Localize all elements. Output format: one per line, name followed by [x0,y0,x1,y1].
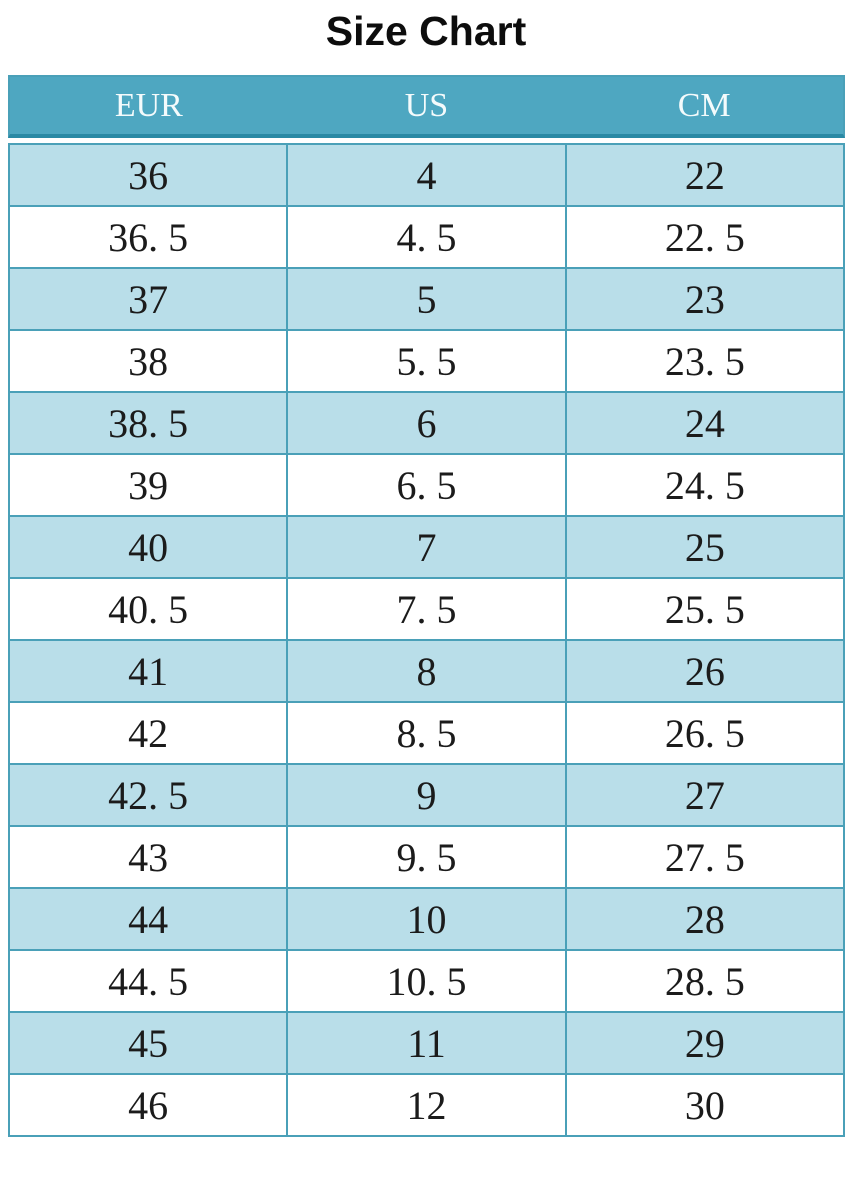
table-row: 43 9. 5 27. 5 [7,825,846,889]
table-cell-us: 5 [286,267,567,331]
table-cell-us: 9 [286,763,567,827]
table-cell-cm: 22. 5 [564,205,846,269]
table-row: 41 8 26 [7,639,846,703]
size-table-body: 36 4 22 36. 5 4. 5 22. 5 37 5 23 38 5. 5… [7,143,846,1137]
table-row: 40. 5 7. 5 25. 5 [7,577,846,641]
table-cell-eur: 36 [7,143,289,207]
table-cell-us: 5. 5 [286,329,567,393]
table-cell-cm: 23. 5 [564,329,846,393]
table-cell-cm: 30 [564,1073,846,1137]
table-cell-eur: 44. 5 [7,949,289,1013]
table-cell-eur: 36. 5 [7,205,289,269]
table-row: 38 5. 5 23. 5 [7,329,846,393]
table-cell-eur: 41 [7,639,289,703]
table-row: 39 6. 5 24. 5 [7,453,846,517]
table-row: 42. 5 9 27 [7,763,846,827]
table-cell-us: 4. 5 [286,205,567,269]
table-cell-eur: 42 [7,701,289,765]
table-row: 44 10 28 [7,887,846,951]
table-header-row: EUR US CM [8,75,845,138]
table-cell-us: 9. 5 [286,825,567,889]
page-title: Size Chart [325,8,527,54]
column-header-eur: EUR [114,86,183,124]
table-cell-eur: 42. 5 [7,763,289,827]
table-cell-cm: 26 [564,639,846,703]
table-cell-us: 7. 5 [286,577,567,641]
table-row: 44. 5 10. 5 28. 5 [7,949,846,1013]
table-cell-us: 4 [286,143,567,207]
table-cell-cm: 27 [564,763,846,827]
table-row: 40 7 25 [7,515,846,579]
table-cell-us: 8. 5 [286,701,567,765]
table-cell-us: 7 [286,515,567,579]
table-cell-eur: 46 [7,1073,289,1137]
table-row: 46 12 30 [7,1073,846,1137]
table-cell-us: 10. 5 [286,949,567,1013]
table-cell-us: 6. 5 [286,453,567,517]
table-cell-us: 10 [286,887,567,951]
table-cell-eur: 45 [7,1011,289,1075]
column-header-us: US [404,86,449,124]
table-cell-cm: 25 [564,515,846,579]
table-cell-us: 8 [286,639,567,703]
table-cell-us: 6 [286,391,567,455]
table-cell-eur: 38. 5 [7,391,289,455]
table-row: 45 11 29 [7,1011,846,1075]
size-chart-table: EUR US CM 36 4 22 36. 5 4. 5 22. 5 37 5 … [7,75,846,1137]
header-body-gap [8,138,845,143]
table-cell-cm: 26. 5 [564,701,846,765]
table-cell-eur: 37 [7,267,289,331]
table-cell-cm: 24 [564,391,846,455]
table-cell-eur: 44 [7,887,289,951]
table-row: 36. 5 4. 5 22. 5 [7,205,846,269]
table-cell-cm: 24. 5 [564,453,846,517]
table-row: 36 4 22 [7,143,846,207]
table-cell-cm: 28. 5 [564,949,846,1013]
table-cell-us: 12 [286,1073,567,1137]
table-cell-cm: 23 [564,267,846,331]
table-cell-us: 11 [286,1011,567,1075]
column-header-cm: CM [677,86,731,124]
table-cell-cm: 28 [564,887,846,951]
table-cell-cm: 29 [564,1011,846,1075]
table-row: 38. 5 6 24 [7,391,846,455]
table-cell-eur: 40. 5 [7,577,289,641]
table-cell-cm: 27. 5 [564,825,846,889]
table-row: 37 5 23 [7,267,846,331]
table-cell-eur: 39 [7,453,289,517]
table-row: 42 8. 5 26. 5 [7,701,846,765]
table-cell-cm: 25. 5 [564,577,846,641]
table-cell-cm: 22 [564,143,846,207]
table-cell-eur: 38 [7,329,289,393]
table-cell-eur: 43 [7,825,289,889]
size-table-body-table: 36 4 22 36. 5 4. 5 22. 5 37 5 23 38 5. 5… [7,143,846,1137]
table-cell-eur: 40 [7,515,289,579]
